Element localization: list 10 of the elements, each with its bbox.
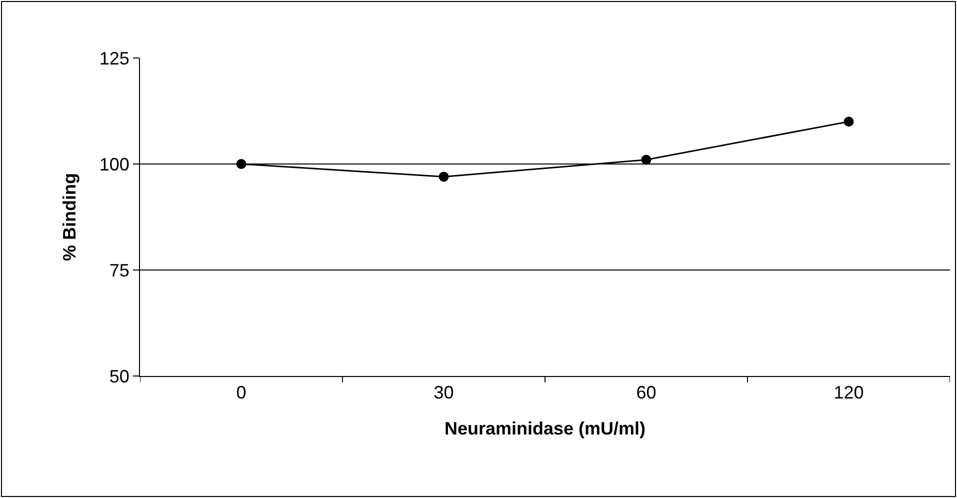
y-tick-label: 100 [99,154,130,174]
x-tick-label: 120 [834,382,864,403]
x-axis-title: Neuraminidase (mU/ml) [444,418,646,439]
y-tick-label: 75 [109,260,130,280]
y-axis-title: % Binding [60,173,80,261]
x-tick-label: 30 [434,382,454,403]
y-tick-label: 125 [99,48,130,68]
x-tick-label: 60 [636,382,656,403]
x-tick-label: 0 [236,382,246,403]
y-tick-label: 50 [109,366,130,386]
